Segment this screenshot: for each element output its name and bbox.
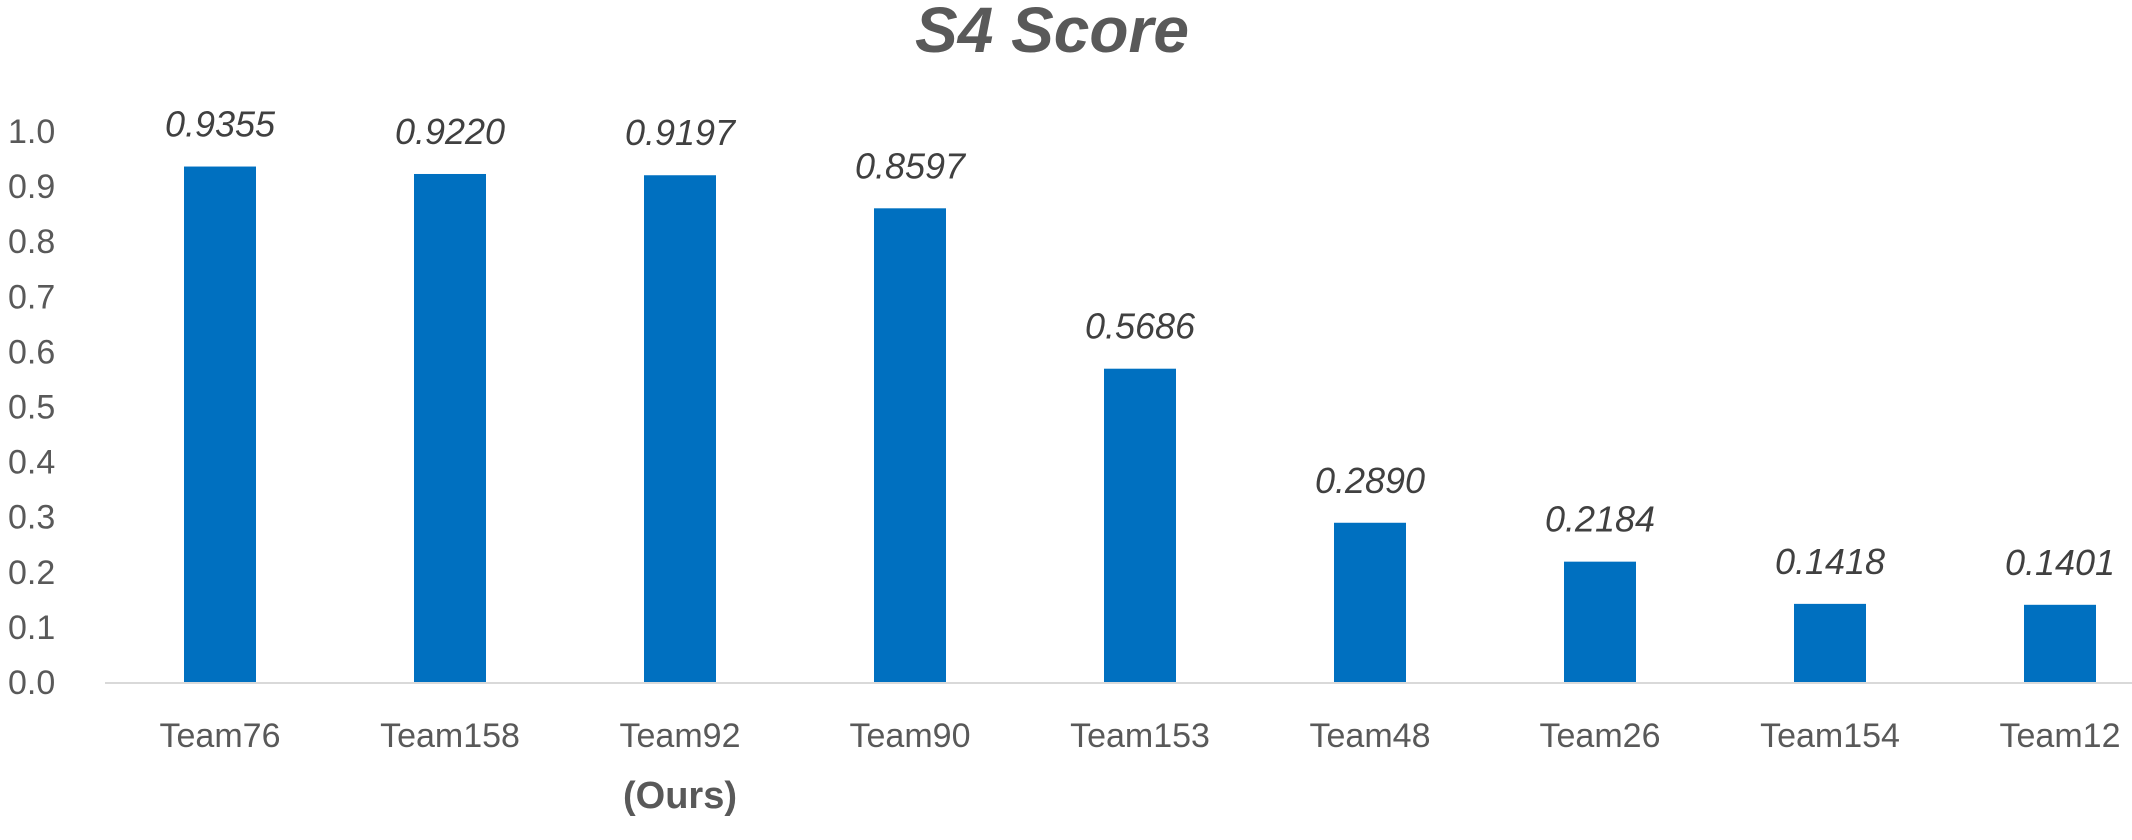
data-label: 0.1418 <box>1775 541 1885 582</box>
y-tick-label: 1.0 <box>8 113 55 151</box>
x-tick-label: Team154 <box>1760 717 1900 755</box>
x-tick-note: (Ours) <box>623 775 737 817</box>
data-label: 0.5686 <box>1085 306 1196 347</box>
chart-title: S4 Score <box>915 0 1189 66</box>
data-label: 0.1401 <box>2005 542 2115 583</box>
data-label: 0.2184 <box>1545 499 1655 540</box>
x-tick-label: Team158 <box>380 717 520 755</box>
bar-team154 <box>1794 603 1866 682</box>
data-label: 0.2890 <box>1315 460 1425 501</box>
x-tick-label: Team26 <box>1540 717 1661 755</box>
x-tick-label: Team92 <box>620 717 741 755</box>
bar-team12 <box>2024 604 2096 682</box>
data-label: 0.9355 <box>165 104 276 145</box>
y-tick-label: 0.7 <box>8 278 55 316</box>
x-axis: Team76 Team158 Team92 (Ours) Team90 Team153 Te… <box>160 717 2121 817</box>
y-tick-label: 0.3 <box>8 499 55 537</box>
bars-group <box>184 166 2096 683</box>
y-axis: 0.0 0.1 0.2 0.3 0.4 0.5 0.6 0.7 0.8 0.9 1.0 <box>8 113 55 702</box>
data-label: 0.9220 <box>395 111 505 152</box>
y-tick-label: 0.1 <box>8 609 55 647</box>
data-labels-group: 0.9355 0.9220 0.9197 0.8597 0.5686 0.2890 0.21… <box>165 104 2115 583</box>
x-tick-label: Team12 <box>2000 717 2121 755</box>
x-tick-label: Team90 <box>850 717 971 755</box>
x-tick-label: Team76 <box>160 717 281 755</box>
bar-team153 <box>1104 368 1176 682</box>
bar-team48 <box>1334 522 1406 682</box>
bar-team92 <box>644 175 716 682</box>
y-tick-label: 0.6 <box>8 333 55 371</box>
y-tick-label: 0.9 <box>8 168 55 206</box>
bar-team26 <box>1564 561 1636 682</box>
bar-team76 <box>184 166 256 683</box>
y-tick-label: 0.0 <box>8 664 55 702</box>
x-tick-label: Team48 <box>1310 717 1431 755</box>
data-label: 0.8597 <box>855 145 967 186</box>
y-tick-label: 0.4 <box>8 444 55 482</box>
y-tick-label: 0.8 <box>8 223 55 261</box>
bar-team158 <box>414 173 486 682</box>
data-label: 0.9197 <box>625 112 737 153</box>
y-tick-label: 0.2 <box>8 554 55 592</box>
x-tick-label: Team153 <box>1070 717 1210 755</box>
bar-team90 <box>874 208 946 682</box>
y-tick-label: 0.5 <box>8 389 55 427</box>
